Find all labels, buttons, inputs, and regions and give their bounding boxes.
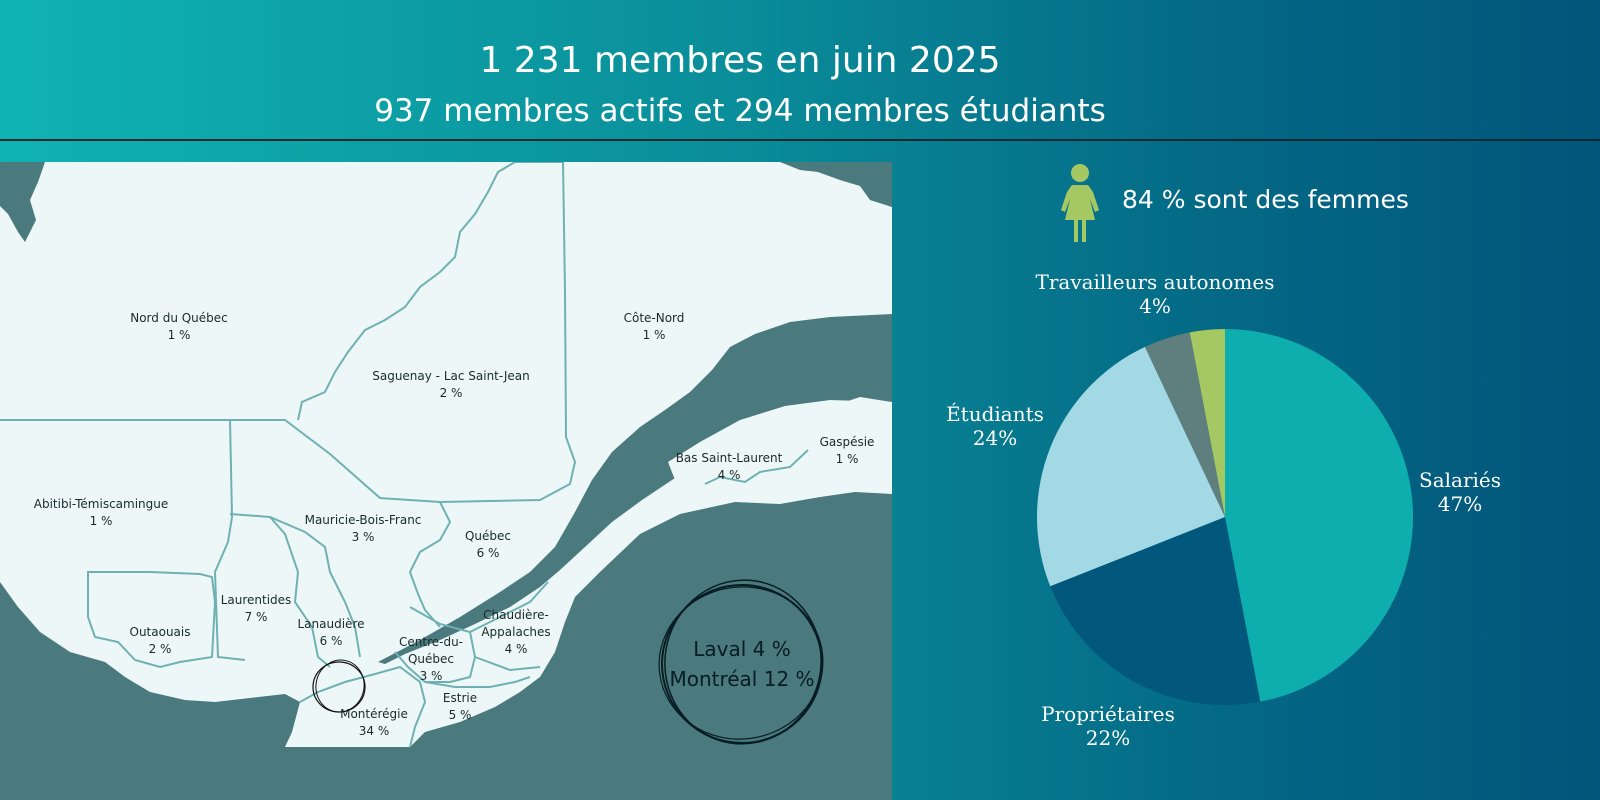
pie-slice-4: [1189, 329, 1225, 517]
map-graphic: [0, 162, 892, 800]
pie-slice-0: [1225, 329, 1413, 702]
region-label: Outaouais 2 %: [129, 625, 191, 656]
header: 1 231 membres en juin 2025 937 membres a…: [0, 0, 1600, 140]
region-label: Nord du Québec 1 %: [130, 311, 228, 342]
region-label: Estrie 5 %: [442, 691, 478, 722]
region-label: Montérégie 34 %: [340, 707, 408, 738]
pie-chart: [1037, 329, 1413, 705]
woman-icon: [1061, 164, 1099, 242]
pie-slice-1: [1050, 517, 1261, 705]
pie-label-travailleurs: Travailleurs autonomes 4%: [1035, 270, 1275, 318]
women-percentage: 84 % sont des femmes: [1122, 185, 1409, 214]
laval-montreal-circle: [658, 579, 824, 745]
region-label: Chaudière- Appalaches 4 %: [481, 608, 551, 656]
map-borders: [0, 162, 809, 748]
region-label: Québec 6 %: [464, 529, 512, 560]
region-label: Laurentides 7 %: [220, 593, 292, 624]
map-gaspe: [668, 400, 892, 500]
montreal-label: Montréal 12 %: [669, 667, 815, 691]
region-label: Abitibi-Témiscamingue 1 %: [33, 497, 169, 528]
pie-label-etudiants: Étudiants 24%: [946, 402, 1044, 450]
region-label: Saguenay - Lac Saint-Jean 2 %: [372, 369, 530, 400]
page-subtitle: 937 membres actifs et 294 membres étudia…: [374, 93, 1106, 129]
pie-label-salaries: Salariés 47%: [1418, 468, 1502, 516]
pie-slice-2: [1037, 346, 1225, 587]
region-label: Côte-Nord 1 %: [623, 311, 685, 342]
region-label: Gaspésie 1 %: [819, 435, 875, 466]
map-water-inlet: [0, 162, 45, 242]
region-label: Lanaudière 6 %: [297, 617, 365, 648]
region-label: Bas Saint-Laurent 4 %: [675, 451, 783, 482]
map-water-river: [378, 314, 892, 664]
region-label: Centre-du- Québec 3 %: [398, 635, 464, 683]
laval-montreal-text: Laval 4 % Montréal 12 %: [657, 634, 827, 694]
map-water-north: [780, 162, 892, 207]
region-label: Mauricie-Bois-Franc 3 %: [304, 513, 422, 544]
pie-slice-3: [1144, 332, 1225, 517]
page-title: 1 231 membres en juin 2025: [479, 40, 1001, 81]
laval-label: Laval 4 %: [693, 637, 791, 661]
pie-label-proprietaires: Propriétaires 22%: [1041, 702, 1175, 750]
montreal-circle: [312, 659, 366, 713]
quebec-map: Nord du Québec 1 % Côte-Nord 1 % Saguenay …: [0, 162, 892, 800]
header-divider: [0, 139, 1600, 141]
map-water-south: [0, 492, 892, 800]
